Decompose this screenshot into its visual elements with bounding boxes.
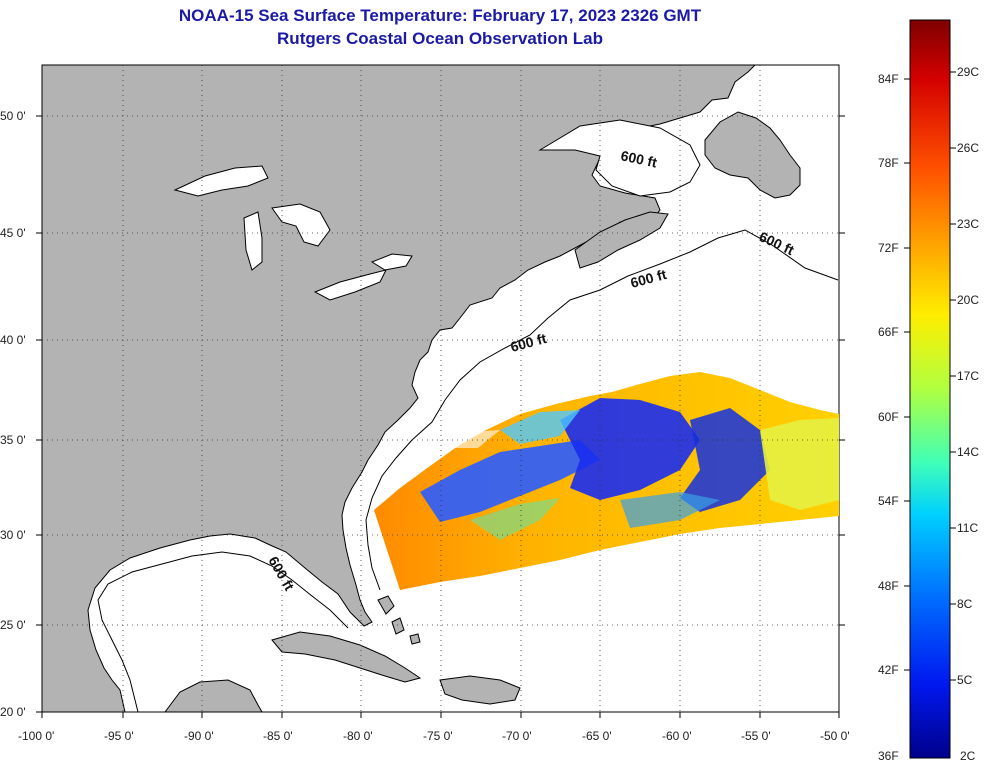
lat-label: 35 0' bbox=[0, 433, 26, 447]
isobath-600ft bbox=[97, 229, 839, 712]
colorbar-label-f: 66F bbox=[878, 325, 899, 339]
lon-label: -55 0' bbox=[741, 729, 771, 743]
lon-label: -75 0' bbox=[423, 729, 453, 743]
lon-label: -65 0' bbox=[582, 729, 612, 743]
lat-label: 45 0' bbox=[0, 226, 26, 240]
colorbar-label-f: 60F bbox=[878, 410, 899, 424]
great-lakes bbox=[173, 165, 413, 301]
land-cuba bbox=[271, 631, 422, 683]
land-nova-scotia bbox=[574, 211, 669, 269]
lon-label: -95 0' bbox=[104, 729, 134, 743]
colorbar-label-f: 78F bbox=[878, 156, 899, 170]
lon-label: -90 0' bbox=[184, 729, 214, 743]
colorbar-label-f: 42F bbox=[878, 663, 899, 677]
colorbar-label-c: 26C bbox=[957, 141, 980, 155]
colorbar-ticks bbox=[904, 71, 956, 681]
lat-label: 30 0' bbox=[0, 528, 26, 542]
colorbar-label-c: 14C bbox=[957, 445, 980, 459]
colorbar-label-c: 2C bbox=[960, 749, 976, 763]
lat-label: 40 0' bbox=[0, 333, 26, 347]
map-subtitle: Rutgers Coastal Ocean Observation Lab bbox=[277, 29, 603, 48]
land-yucatan bbox=[164, 679, 263, 712]
lon-label: -70 0' bbox=[502, 729, 532, 743]
land-north-america bbox=[42, 65, 756, 712]
colorbar-label-c: 11C bbox=[957, 521, 979, 535]
colorbar-label-c: 17C bbox=[957, 369, 980, 383]
gulf-st-lawrence bbox=[538, 119, 701, 197]
colorbar-label-c: 29C bbox=[957, 65, 980, 79]
map-title: NOAA-15 Sea Surface Temperature: Februar… bbox=[178, 6, 702, 25]
colorbar-label-f: 54F bbox=[878, 494, 899, 508]
colorbar-label-c: 5C bbox=[957, 673, 973, 687]
lon-label: -80 0' bbox=[343, 729, 373, 743]
colorbar-label-c: 8C bbox=[957, 597, 973, 611]
lat-label: 50 0' bbox=[0, 109, 26, 123]
lat-label: 25 0' bbox=[0, 618, 26, 632]
colorbar-label-c: 20C bbox=[957, 293, 980, 307]
colorbar-label-f: 48F bbox=[878, 579, 899, 593]
contour-label-600ft: 600 ft bbox=[619, 147, 658, 170]
land-newfoundland bbox=[704, 111, 801, 199]
colorbar-label-f: 72F bbox=[878, 241, 899, 255]
colorbar-label-f: 84F bbox=[878, 72, 899, 86]
colorbar-label-f: 36F bbox=[878, 749, 899, 763]
sst-swath bbox=[374, 372, 839, 590]
lon-label: -85 0' bbox=[263, 729, 293, 743]
colorbar-label-c: 23C bbox=[957, 217, 980, 231]
lon-label: -60 0' bbox=[662, 729, 692, 743]
land-hispaniola bbox=[439, 675, 521, 705]
lat-label: 20 0' bbox=[0, 705, 26, 719]
land-bahamas bbox=[377, 595, 421, 645]
lon-label: -50 0' bbox=[820, 729, 850, 743]
axis-ticks bbox=[36, 115, 845, 718]
colorbar bbox=[909, 19, 951, 759]
lon-label: -100 0' bbox=[18, 729, 54, 743]
